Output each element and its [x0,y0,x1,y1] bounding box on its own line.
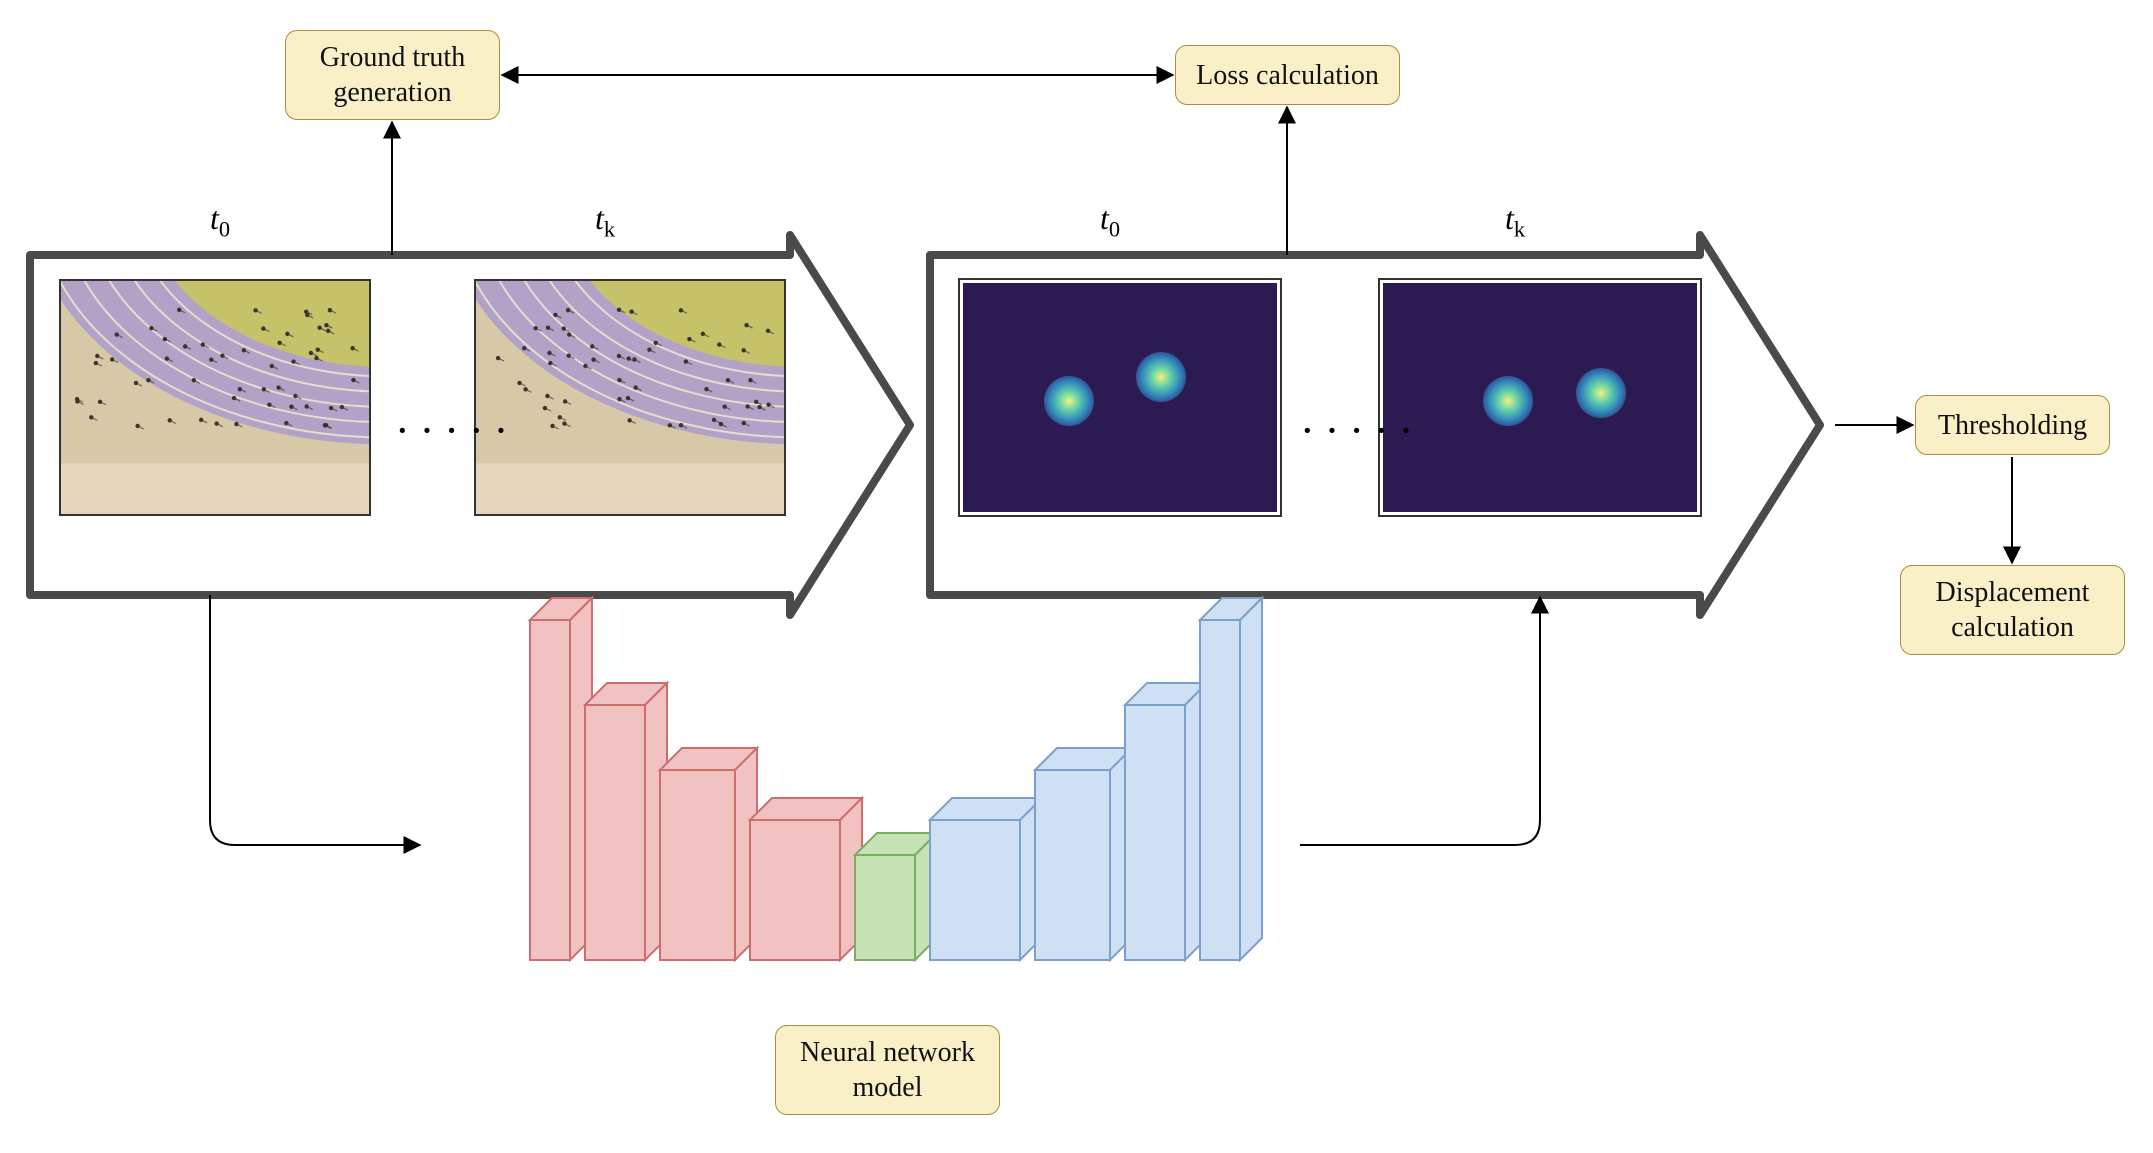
t0-left-label: t0 [210,200,230,242]
ellipsis-right: ····· [1300,405,1423,456]
nn-model-label: Neural networkmodel [800,1035,975,1105]
displacement-label: Displacementcalculation [1936,575,2090,645]
ground-truth-label: Ground truthgeneration [320,40,465,110]
thresholding-label: Thresholding [1938,408,2087,443]
tk-right-label: tk [1505,200,1525,242]
tk-left-label: tk [595,200,615,242]
diagram-canvas: { "viewport": { "width": 2153, "height":… [0,0,2153,1153]
loss-label: Loss calculation [1196,58,1379,93]
ellipsis-left: ····· [395,405,518,456]
connectors-layer [0,0,2153,1153]
thresholding-box: Thresholding [1915,395,2110,455]
ground-truth-box: Ground truthgeneration [285,30,500,120]
t0-right-label: t0 [1100,200,1120,242]
nn-model-box: Neural networkmodel [775,1025,1000,1115]
displacement-box: Displacementcalculation [1900,565,2125,655]
loss-box: Loss calculation [1175,45,1400,105]
